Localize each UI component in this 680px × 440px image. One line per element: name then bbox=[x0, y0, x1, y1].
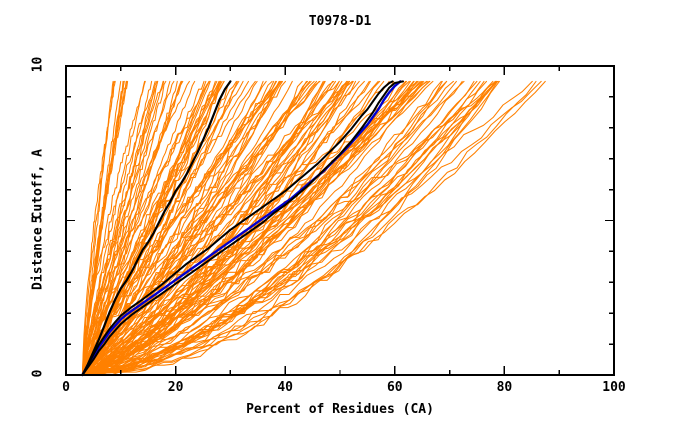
x-axis-label: Percent of Residues (CA) bbox=[246, 402, 434, 417]
axes-layer bbox=[65, 65, 615, 376]
x-tick-label: 60 bbox=[386, 380, 403, 395]
y-tick-label: 10 bbox=[30, 56, 46, 73]
curves-layer bbox=[81, 80, 546, 377]
x-tick-label: 100 bbox=[602, 380, 626, 395]
page-title: T0978-D1 bbox=[308, 14, 372, 29]
x-tick-label: 0 bbox=[62, 380, 70, 395]
x-tick-label: 80 bbox=[496, 380, 513, 395]
x-tick-label: 40 bbox=[277, 380, 294, 395]
y-axis-label: Distance Cutoff, A bbox=[30, 149, 46, 290]
y-tick-label: 0 bbox=[30, 369, 46, 378]
x-tick-label: 20 bbox=[167, 380, 184, 395]
